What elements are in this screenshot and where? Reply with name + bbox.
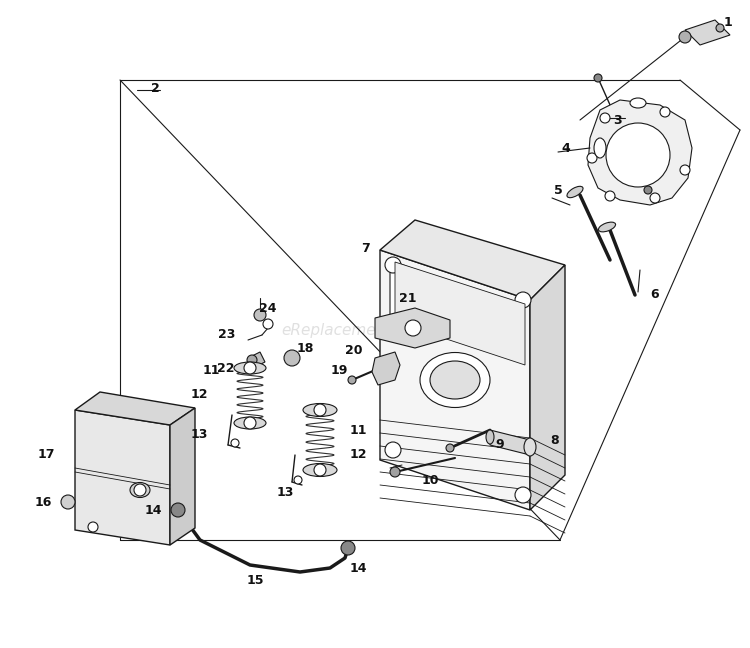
- Circle shape: [587, 153, 597, 163]
- Circle shape: [61, 495, 75, 509]
- Polygon shape: [380, 250, 530, 510]
- Circle shape: [314, 404, 326, 416]
- Text: 14: 14: [350, 562, 367, 575]
- Text: 19: 19: [331, 364, 348, 376]
- Circle shape: [88, 522, 98, 532]
- Text: 17: 17: [38, 448, 55, 461]
- Circle shape: [171, 503, 185, 517]
- Circle shape: [348, 376, 356, 384]
- Text: 5: 5: [554, 183, 563, 196]
- Text: 9: 9: [496, 439, 504, 452]
- Circle shape: [650, 193, 660, 203]
- Ellipse shape: [567, 187, 583, 198]
- Circle shape: [606, 123, 670, 187]
- Text: 11: 11: [350, 424, 367, 437]
- Ellipse shape: [630, 98, 646, 108]
- Polygon shape: [248, 352, 265, 368]
- Polygon shape: [395, 262, 525, 365]
- Polygon shape: [685, 20, 730, 45]
- Circle shape: [594, 74, 602, 82]
- Ellipse shape: [486, 430, 494, 444]
- Circle shape: [390, 467, 400, 477]
- Circle shape: [405, 320, 421, 336]
- Circle shape: [515, 487, 531, 503]
- Ellipse shape: [594, 138, 606, 158]
- Circle shape: [244, 362, 256, 374]
- Text: 12: 12: [190, 389, 208, 402]
- Polygon shape: [170, 408, 195, 545]
- Text: 18: 18: [296, 341, 314, 354]
- Polygon shape: [75, 392, 195, 425]
- Circle shape: [231, 439, 239, 447]
- Circle shape: [644, 186, 652, 194]
- Polygon shape: [530, 265, 565, 510]
- Text: 6: 6: [651, 288, 659, 301]
- Circle shape: [515, 292, 531, 308]
- Text: 23: 23: [217, 329, 235, 341]
- Circle shape: [244, 417, 256, 429]
- Ellipse shape: [598, 222, 616, 232]
- Text: eReplacementParts.com: eReplacementParts.com: [282, 323, 468, 338]
- Text: 8: 8: [550, 434, 560, 446]
- Circle shape: [680, 165, 690, 175]
- Circle shape: [263, 319, 273, 329]
- Ellipse shape: [234, 417, 266, 429]
- Text: 11: 11: [202, 364, 220, 376]
- Ellipse shape: [420, 353, 490, 408]
- Text: 13: 13: [190, 428, 208, 441]
- Text: 7: 7: [362, 242, 370, 255]
- Ellipse shape: [303, 404, 337, 417]
- Circle shape: [254, 309, 266, 321]
- Polygon shape: [375, 308, 450, 348]
- Circle shape: [660, 107, 670, 117]
- Polygon shape: [380, 220, 565, 300]
- Text: 21: 21: [399, 292, 417, 305]
- Ellipse shape: [130, 483, 150, 498]
- Text: 16: 16: [34, 496, 52, 509]
- Polygon shape: [75, 410, 170, 545]
- Circle shape: [284, 350, 300, 366]
- Circle shape: [247, 355, 257, 365]
- Text: 4: 4: [561, 141, 570, 154]
- Circle shape: [385, 257, 401, 273]
- Circle shape: [600, 113, 610, 123]
- Text: 24: 24: [260, 301, 277, 314]
- Ellipse shape: [430, 361, 480, 399]
- Ellipse shape: [524, 438, 536, 456]
- Circle shape: [446, 444, 454, 452]
- Circle shape: [294, 476, 302, 484]
- Circle shape: [341, 541, 355, 555]
- Text: 1: 1: [724, 16, 732, 29]
- Polygon shape: [372, 352, 400, 385]
- Text: 10: 10: [422, 474, 439, 487]
- Text: 15: 15: [246, 573, 264, 586]
- Circle shape: [605, 191, 615, 201]
- Text: 2: 2: [151, 82, 159, 95]
- Circle shape: [385, 442, 401, 458]
- Ellipse shape: [303, 463, 337, 476]
- Circle shape: [314, 464, 326, 476]
- Polygon shape: [588, 100, 692, 205]
- Text: 3: 3: [614, 113, 622, 126]
- Ellipse shape: [234, 362, 266, 374]
- Circle shape: [716, 24, 724, 32]
- Text: 14: 14: [145, 503, 162, 516]
- Circle shape: [679, 31, 691, 43]
- Circle shape: [134, 484, 146, 496]
- Polygon shape: [390, 260, 430, 335]
- Text: 20: 20: [344, 343, 362, 356]
- Polygon shape: [490, 430, 530, 455]
- Text: 12: 12: [350, 448, 367, 461]
- Text: 13: 13: [276, 485, 294, 498]
- Text: 22: 22: [217, 362, 235, 375]
